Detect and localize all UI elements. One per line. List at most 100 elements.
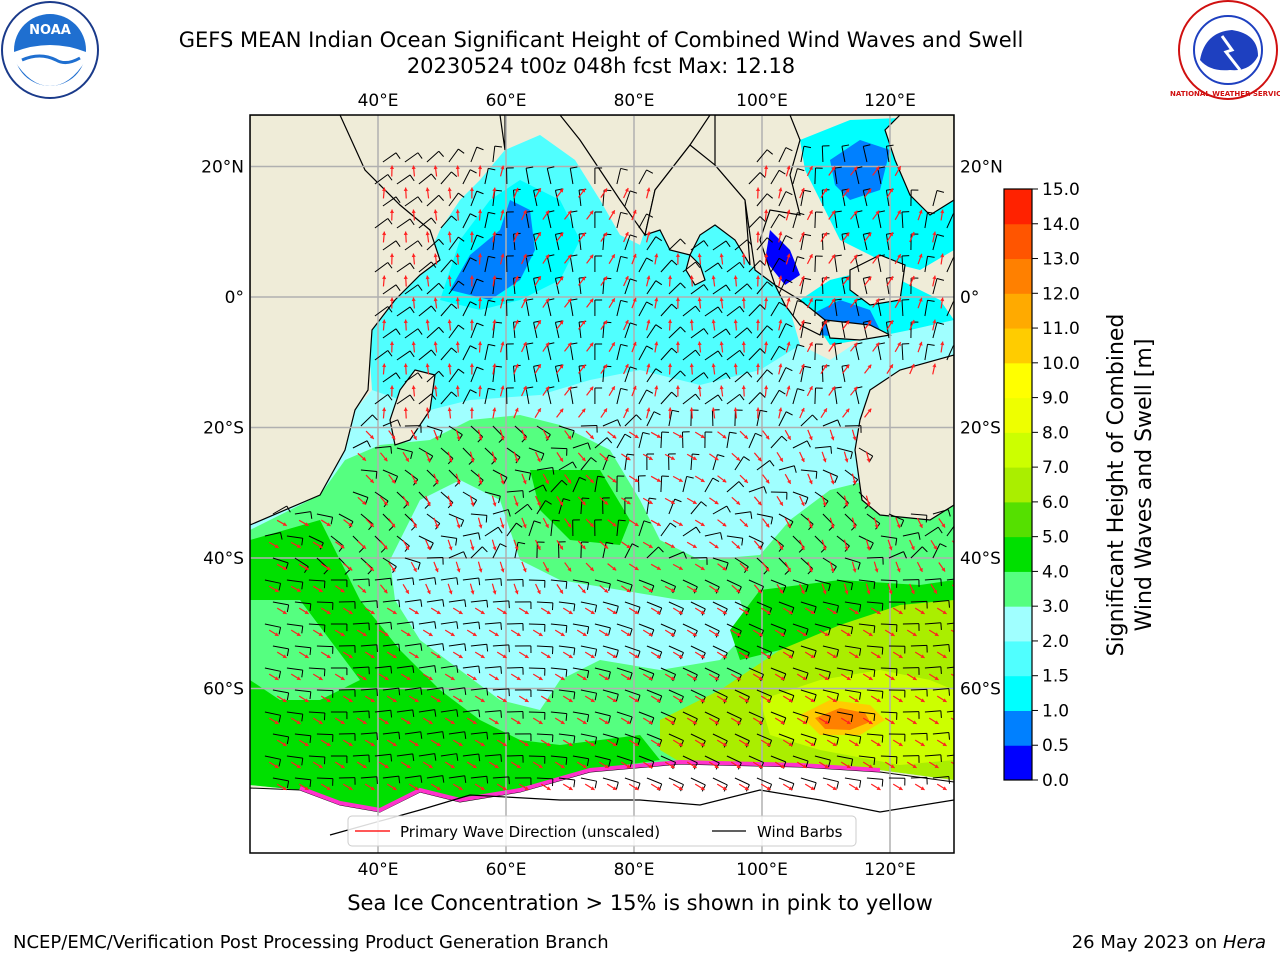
wind-barb-flag xyxy=(442,643,445,651)
wind-barb xyxy=(580,777,597,782)
wave-arrow-head xyxy=(822,546,827,551)
wind-barb xyxy=(360,414,373,427)
wind-barb-flag xyxy=(395,240,401,247)
wave-arrow-head xyxy=(458,786,463,790)
wind-barb xyxy=(858,447,873,457)
wave-arrow-head xyxy=(537,276,541,281)
wave-arrow-head xyxy=(480,610,485,614)
wind-barb xyxy=(726,393,740,405)
wind-barb-flag xyxy=(936,234,945,237)
wind-barb xyxy=(404,152,419,163)
wind-barb xyxy=(638,755,655,763)
wave-arrow-head xyxy=(854,786,859,790)
wind-barb xyxy=(638,432,644,449)
wind-barb xyxy=(836,711,853,716)
wind-barb-flag xyxy=(729,431,737,434)
wind-barb xyxy=(690,645,706,654)
wind-barb-flag xyxy=(971,776,972,783)
wind-barb-flag xyxy=(760,718,764,726)
wave-arrow-head xyxy=(689,363,694,368)
wave-arrow-head xyxy=(800,407,805,412)
wind-barb-flag xyxy=(717,350,723,358)
wind-barb xyxy=(834,256,838,273)
wind-barb-flag xyxy=(309,647,312,655)
wave-arrow-head xyxy=(832,610,837,614)
wave-arrow-head xyxy=(480,654,485,658)
wind-barb-flag xyxy=(456,709,459,717)
wind-barb-flag xyxy=(540,453,545,461)
wave-arrow-head xyxy=(362,456,366,461)
wind-barb-flag xyxy=(375,471,378,479)
wind-barb-flag xyxy=(785,367,793,372)
wind-barb xyxy=(748,579,764,587)
wind-barb xyxy=(484,300,489,317)
wind-barb xyxy=(638,169,647,185)
wave-arrow-head xyxy=(403,275,408,280)
wave-arrow-head xyxy=(612,522,617,527)
wind-barb-flag xyxy=(586,714,590,722)
wave-arrow-head xyxy=(830,524,835,529)
wind-barb-flag xyxy=(463,551,467,559)
wave-arrow-head xyxy=(447,363,452,368)
wind-barb-flag xyxy=(766,325,774,331)
wind-barb xyxy=(946,666,954,669)
wind-barb xyxy=(836,667,853,672)
wind-barb-flag xyxy=(686,475,694,479)
wave-arrow-head xyxy=(678,654,683,658)
wind-barb-flag xyxy=(830,446,833,454)
wind-barb-flag xyxy=(438,370,444,377)
wind-barb-flag xyxy=(582,497,590,500)
wind-barb-flag xyxy=(958,542,965,543)
wind-barb xyxy=(316,513,333,518)
wind-barb-flag xyxy=(803,145,812,149)
wave-arrow-head xyxy=(536,545,541,550)
wave-arrow-head xyxy=(758,764,763,768)
wave-arrow-head xyxy=(559,545,563,550)
wind-barb xyxy=(792,711,809,718)
wave-arrow-head xyxy=(736,544,741,549)
wave-arrow-head xyxy=(831,386,836,391)
wind-barb xyxy=(624,414,637,427)
wind-barb xyxy=(792,256,798,273)
wind-barb-flag xyxy=(608,671,611,680)
wave-arrow-head xyxy=(456,568,461,573)
wind-barb xyxy=(854,344,860,361)
wave-arrow-head xyxy=(472,676,477,680)
colorbar-segment xyxy=(1004,467,1032,503)
wave-arrow-head xyxy=(898,698,903,702)
wind-barb-flag xyxy=(615,650,619,658)
wind-barb xyxy=(382,372,397,383)
wind-barb-flag xyxy=(594,693,598,701)
wave-arrow-head xyxy=(447,407,452,412)
wind-barb-flag xyxy=(746,327,753,334)
wind-barb-flag xyxy=(573,603,576,612)
wave-arrow-head xyxy=(447,275,452,280)
wind-barb-flag xyxy=(594,605,598,613)
wave-arrow-head xyxy=(477,209,483,214)
wind-barb-flag xyxy=(555,364,563,367)
wind-barb-flag xyxy=(615,694,619,702)
wave-arrow-head xyxy=(340,720,345,724)
wind-barb-flag xyxy=(745,784,750,792)
wind-barb-flag xyxy=(500,754,502,762)
wind-barb xyxy=(484,388,489,405)
wave-arrow-head xyxy=(802,632,807,636)
wave-arrow-head xyxy=(852,524,857,529)
wind-barb xyxy=(492,469,508,478)
wind-barb-flag xyxy=(850,626,854,635)
wind-barb-flag xyxy=(469,389,477,394)
wave-arrow-head xyxy=(646,363,651,368)
wave-arrow-head xyxy=(846,676,851,680)
wave-arrow-head xyxy=(492,319,497,324)
wave-arrow-head xyxy=(867,364,872,369)
wind-barb-flag xyxy=(672,586,677,594)
wave-arrow-head xyxy=(546,698,551,702)
wind-barb xyxy=(624,278,631,295)
wind-barb xyxy=(726,432,730,449)
wave-arrow-head xyxy=(875,166,880,171)
wave-arrow-head xyxy=(918,253,923,258)
wind-barb xyxy=(550,579,567,583)
wind-barb-flag xyxy=(494,365,503,368)
wind-barb xyxy=(910,546,923,559)
wind-barb xyxy=(646,546,659,559)
